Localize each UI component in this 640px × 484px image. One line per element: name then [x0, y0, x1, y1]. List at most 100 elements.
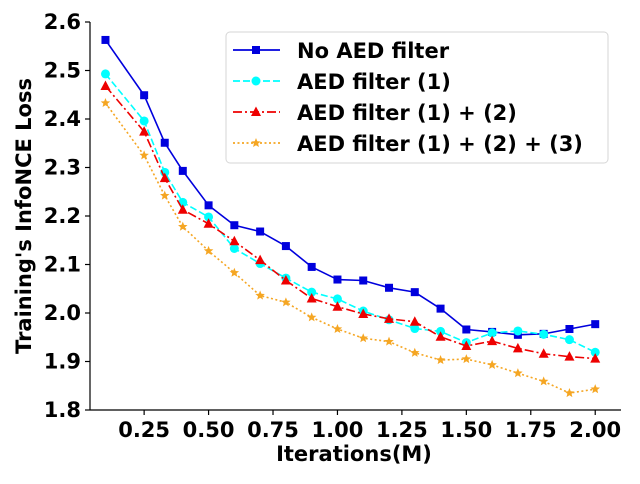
- data-point: [461, 354, 472, 364]
- data-point: [333, 275, 342, 284]
- data-point: [410, 288, 419, 297]
- data-point: [384, 336, 394, 346]
- y-tick-label: 1.9: [44, 350, 81, 374]
- data-point: [159, 172, 170, 183]
- data-point: [255, 290, 265, 300]
- y-tick-label: 2.1: [44, 253, 81, 277]
- data-point: [435, 355, 446, 365]
- series-3: [100, 80, 601, 363]
- data-point: [512, 342, 523, 353]
- data-point: [256, 227, 265, 236]
- data-point: [538, 376, 549, 386]
- legend-marker: [252, 46, 260, 54]
- y-tick-label: 2.3: [44, 156, 81, 180]
- y-axis-label: Training's InfoNCE Loss: [12, 78, 36, 354]
- data-point: [358, 308, 369, 318]
- data-point: [487, 335, 498, 346]
- series-4: [100, 98, 600, 398]
- data-point: [280, 275, 291, 285]
- legend-marker: [251, 138, 261, 148]
- data-point: [139, 150, 149, 160]
- data-point: [590, 347, 600, 357]
- x-tick-label: 2.00: [569, 418, 621, 442]
- data-point: [409, 316, 420, 326]
- data-point: [332, 301, 343, 311]
- x-tick-label: 0.50: [183, 418, 235, 442]
- legend-item: AED filter (1) + (2) + (3): [233, 132, 583, 156]
- data-point: [462, 325, 471, 334]
- data-point: [178, 166, 187, 175]
- data-point: [229, 267, 240, 277]
- data-point: [100, 69, 110, 79]
- y-tick-label: 2.2: [44, 204, 81, 228]
- data-point: [384, 313, 395, 323]
- x-tick-label: 0.25: [118, 418, 170, 442]
- legend-frame: [225, 31, 609, 164]
- y-tick-label: 2.4: [44, 107, 81, 131]
- data-point: [307, 262, 316, 271]
- legend-marker: [251, 76, 261, 86]
- data-point: [101, 35, 110, 44]
- series-line: [104, 85, 596, 360]
- data-point: [538, 348, 549, 358]
- data-point: [306, 292, 317, 303]
- data-point: [358, 333, 368, 343]
- legend-item: AED filter (1) + (2): [233, 101, 517, 125]
- data-point: [410, 324, 420, 334]
- data-point: [565, 325, 574, 334]
- legend-label: AED filter (1) + (2): [297, 101, 517, 125]
- data-point: [100, 98, 111, 108]
- legend-item: AED filter (1): [233, 70, 451, 94]
- legend-label: No AED filter: [297, 39, 450, 63]
- data-point: [306, 312, 317, 322]
- data-point: [160, 190, 170, 200]
- y-tick-label: 1.8: [44, 398, 81, 422]
- legend-label: AED filter (1): [297, 70, 451, 94]
- x-tick-label: 1.75: [505, 418, 557, 442]
- x-tick-label: 0.75: [247, 418, 299, 442]
- data-point: [359, 276, 368, 285]
- data-point: [229, 235, 240, 246]
- data-point: [564, 388, 575, 398]
- x-tick-label: 1.00: [312, 418, 364, 442]
- data-point: [204, 201, 213, 210]
- series-line: [104, 39, 596, 336]
- data-point: [255, 254, 266, 265]
- data-point: [178, 221, 188, 231]
- data-point: [410, 347, 420, 357]
- data-point: [230, 221, 239, 230]
- data-point: [177, 204, 188, 214]
- y-tick-label: 2.0: [44, 301, 81, 325]
- data-point: [332, 324, 343, 334]
- x-axis-label: Iterations(M): [276, 442, 432, 466]
- data-point: [139, 126, 150, 136]
- data-point: [435, 331, 446, 341]
- data-point: [539, 329, 549, 339]
- data-point: [203, 218, 214, 228]
- data-point: [461, 340, 472, 350]
- y-tick-label: 2.5: [44, 59, 81, 83]
- data-point: [487, 328, 497, 338]
- series-layer: [100, 35, 601, 398]
- data-point: [204, 212, 214, 222]
- data-point: [281, 242, 290, 251]
- legend: No AED filter AED filter (1) AED filter (1…: [225, 31, 609, 164]
- data-point: [513, 368, 523, 378]
- data-point: [591, 320, 600, 329]
- y-tick-label: 2.6: [44, 10, 81, 34]
- data-point: [100, 80, 111, 91]
- legend-marker: [251, 106, 261, 116]
- data-point: [332, 294, 342, 304]
- x-tick-label: 1.50: [440, 418, 492, 442]
- data-point: [307, 287, 317, 297]
- data-point: [513, 326, 523, 336]
- data-point: [203, 245, 214, 255]
- legend-item: No AED filter: [233, 39, 450, 63]
- data-point: [140, 91, 149, 100]
- data-point: [281, 297, 291, 307]
- axes: 1.8 1.9 2.0 2.1 2.2 2.3 2.4 2.5 2.6 0.25 0.50 0.75 1…: [44, 10, 621, 442]
- data-point: [564, 335, 574, 345]
- data-point: [487, 359, 497, 369]
- data-point: [229, 243, 239, 253]
